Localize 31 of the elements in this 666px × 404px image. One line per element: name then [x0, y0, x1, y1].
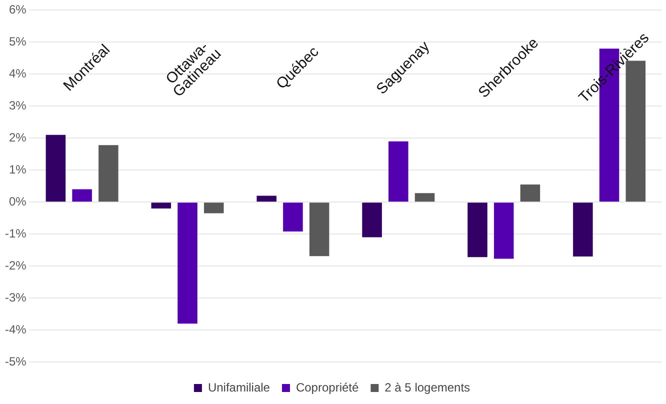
bar: [468, 202, 488, 258]
bar: [98, 145, 118, 202]
legend-label: 2 à 5 logements: [384, 380, 470, 394]
y-tick-label: 0%: [8, 194, 27, 208]
y-tick-label: 4%: [8, 66, 27, 80]
bar: [283, 202, 303, 232]
bar: [494, 202, 514, 259]
y-tick-label: 5%: [8, 34, 27, 48]
y-tick-label: -3%: [4, 290, 27, 304]
bar: [204, 202, 224, 214]
y-tick-label: -5%: [4, 354, 27, 368]
bar: [256, 196, 276, 202]
bar: [151, 202, 172, 208]
bar: [388, 141, 408, 202]
y-tick-label: 2%: [8, 130, 27, 144]
bar: [72, 189, 92, 202]
bar: [573, 202, 593, 256]
legend-label: Copropriété: [296, 380, 359, 394]
legend-label: Unifamiliale: [208, 380, 270, 394]
bar: [362, 202, 382, 238]
bar: [178, 202, 198, 324]
y-tick-label: 3%: [8, 98, 27, 112]
bar: [520, 184, 540, 202]
y-tick-label: 1%: [8, 162, 27, 176]
bar: [46, 134, 66, 202]
y-tick-label: -4%: [4, 322, 27, 336]
y-tick-label: 6%: [8, 2, 27, 17]
y-tick-label: -2%: [4, 258, 27, 272]
y-tick-label: -1%: [4, 226, 27, 240]
bar: [414, 193, 435, 202]
bar: [309, 202, 330, 256]
